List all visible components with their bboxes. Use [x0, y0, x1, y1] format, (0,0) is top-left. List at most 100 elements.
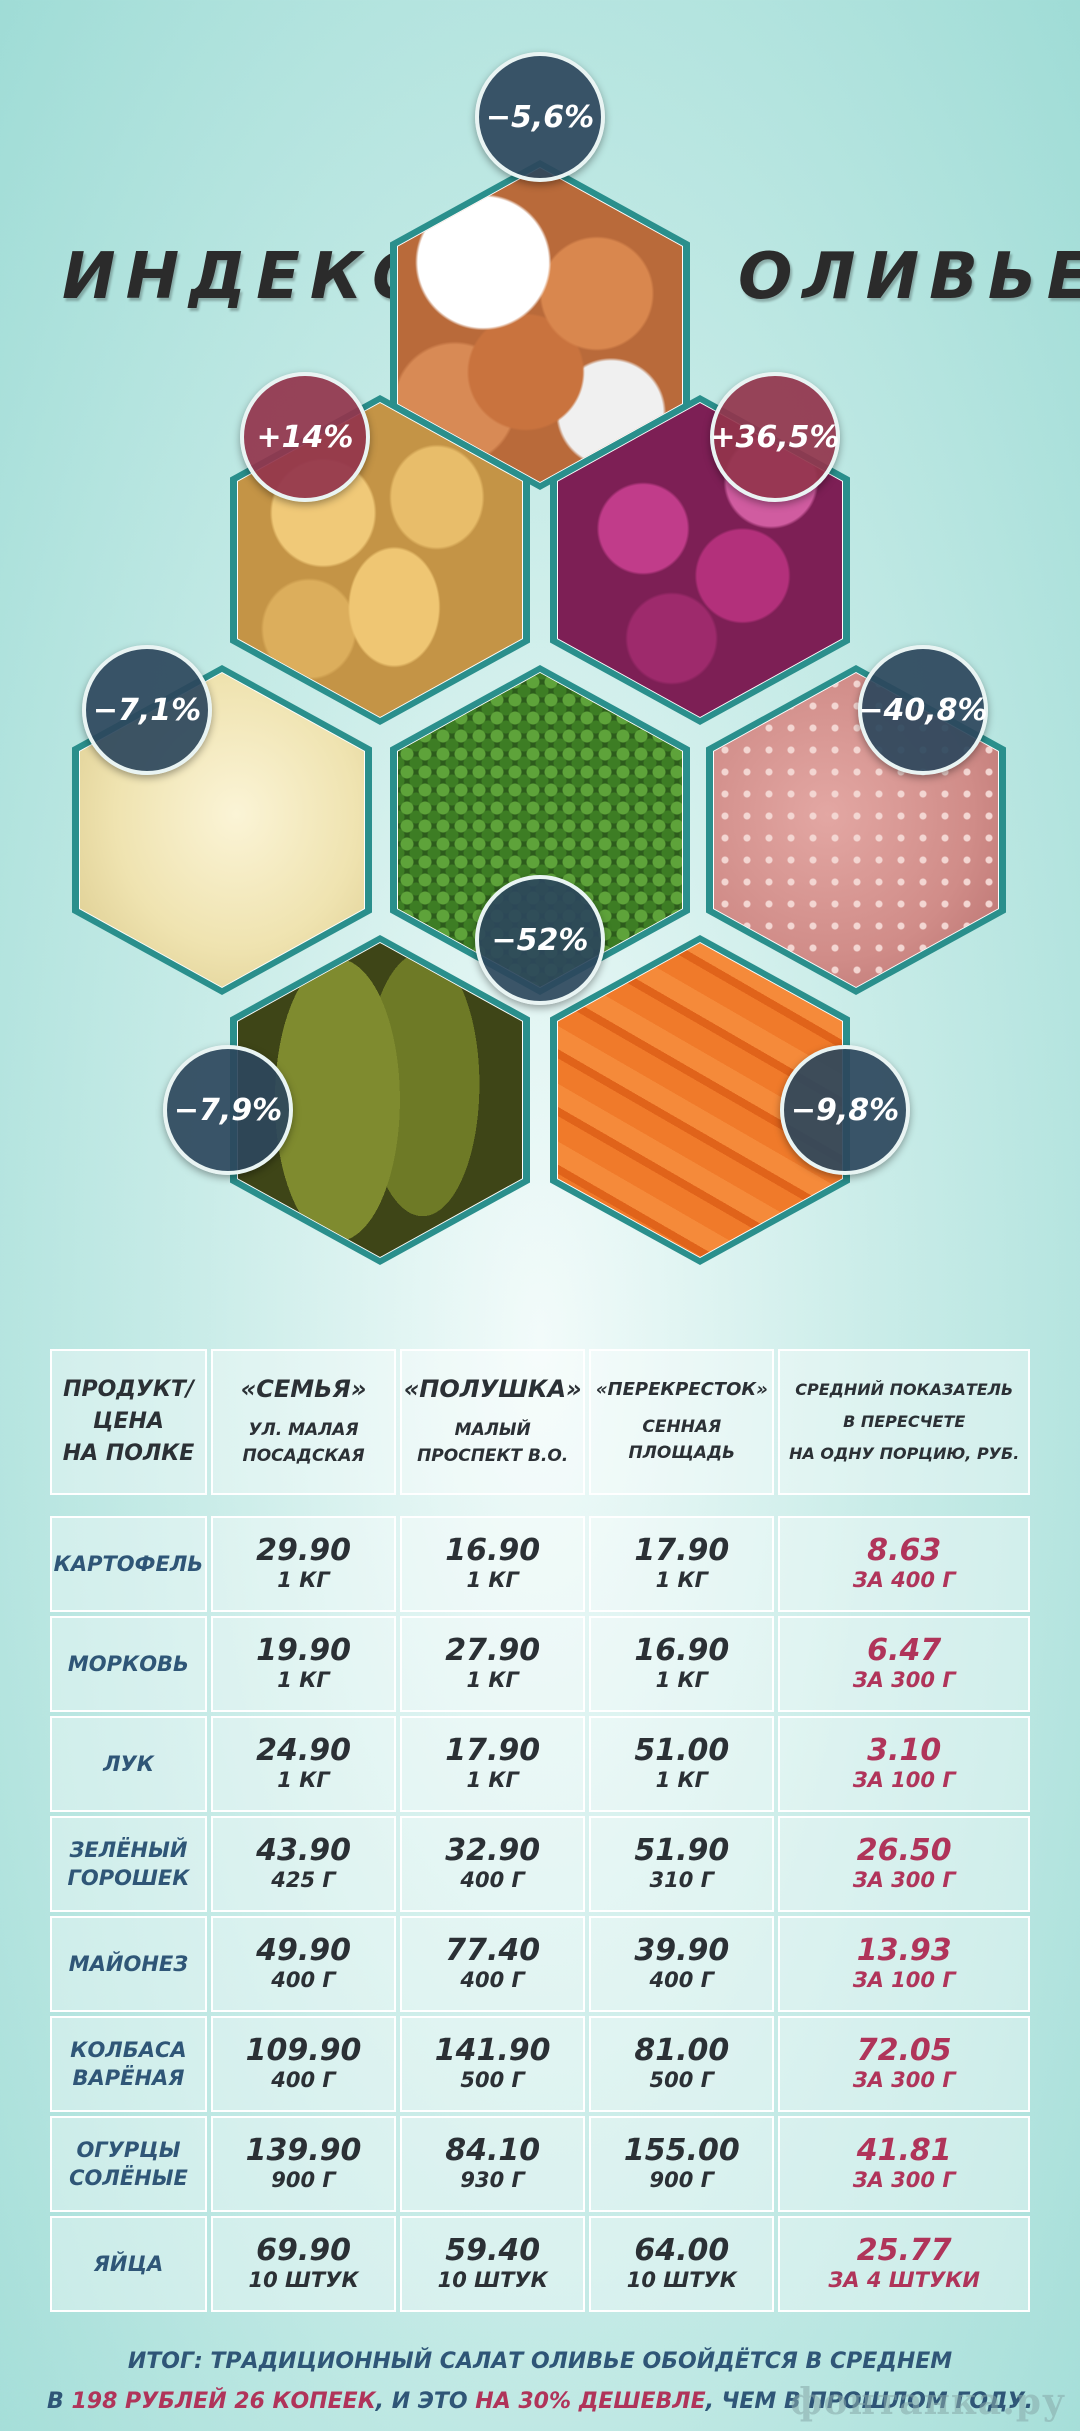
summary-line-2: В 198 РУБЛЕЙ 26 КОПЕЕК, И ЭТО НА 30% ДЕШ…	[0, 2382, 1080, 2422]
average-portion: ЗА 100 Г	[852, 1968, 956, 1992]
price-value: 24.90	[256, 1733, 351, 1768]
product-name-cell: ЛУК	[50, 1716, 207, 1812]
product-name: КОЛБАСА	[70, 2038, 187, 2062]
store-price-cell: 155.00 900 Г	[589, 2116, 775, 2212]
price-value: 81.00	[634, 2033, 730, 2068]
price-unit: 1 КГ	[655, 1568, 709, 1592]
average-price-cell: 25.77 ЗА 4 ШТУКИ	[778, 2216, 1030, 2312]
store-address: УЛ. МАЛАЯ	[248, 1420, 359, 1440]
price-value: 84.10	[445, 2133, 541, 2168]
average-price-cell: 72.05 ЗА 300 Г	[778, 2016, 1030, 2112]
average-portion: ЗА 100 Г	[852, 1768, 956, 1792]
price-unit: 1 КГ	[466, 1668, 519, 1692]
average-price-cell: 13.93 ЗА 100 Г	[778, 1916, 1030, 2012]
price-unit: 1 КГ	[277, 1768, 330, 1792]
store-price-cell: 16.90 1 КГ	[589, 1616, 775, 1712]
summary: ИТОГ: ТРАДИЦИОННЫЙ САЛАТ ОЛИВЬЕ ОБОЙДЁТС…	[0, 2342, 1080, 2422]
price-unit: 1 КГ	[277, 1668, 330, 1692]
ingredient-hexes: −5,6% +14% +36,5% −7,1% −52% −40,8% −7,9…	[72, 52, 1006, 1265]
summary-middle: , И ЭТО	[375, 2389, 476, 2414]
average-value: 13.93	[856, 1933, 952, 1968]
average-portion: ЗА 300 Г	[852, 1668, 956, 1692]
price-table-body: КАРТОФЕЛЬ 29.90 1 КГ 16.90 1 КГ 17.90 1 КГ 8.63…	[46, 1512, 1034, 2316]
price-unit: 310 Г	[649, 1868, 715, 1892]
price-value: 141.90	[434, 2033, 551, 2068]
price-unit: 1 КГ	[655, 1768, 709, 1792]
store-price-cell: 59.40 10 ШТУК	[400, 2216, 586, 2312]
average-header-line: НА ОДНУ ПОРЦИЮ, РУБ.	[789, 1444, 1020, 1463]
header-store-perekrestok: «ПЕРЕКРЕСТОК» СЕННАЯ ПЛОЩАДЬ	[589, 1349, 775, 1495]
summary-amount: 198 РУБЛЕЙ 26 КОПЕЕК	[71, 2389, 376, 2414]
average-value: 26.50	[856, 1833, 952, 1868]
summary-suffix: , ЧЕМ В ПРОШЛОМ ГОДУ.	[705, 2389, 1033, 2414]
product-name: КАРТОФЕЛЬ	[53, 1552, 204, 1576]
title-left: ИНДЕКС	[62, 240, 430, 314]
table-row: ЯЙЦА 69.90 10 ШТУК 59.40 10 ШТУК 64.00 10 ШТУК…	[50, 2216, 1030, 2312]
store-price-cell: 49.90 400 Г	[210, 1916, 397, 2012]
product-name: ГОРОШЕК	[67, 1866, 190, 1890]
table-row: КАРТОФЕЛЬ 29.90 1 КГ 16.90 1 КГ 17.90 1 КГ 8.63…	[50, 1516, 1030, 1612]
price-table-header: ПРОДУКТ/ ЦЕНА НА ПОЛКЕ «СЕМЬЯ» УЛ. МАЛАЯ…	[46, 1345, 1034, 1499]
store-price-cell: 139.90 900 Г	[210, 2116, 397, 2212]
header-product-line: ПРОДУКТ/	[63, 1377, 194, 1402]
average-price-cell: 26.50 ЗА 300 Г	[778, 1816, 1030, 1912]
store-price-cell: 64.00 10 ШТУК	[589, 2216, 775, 2312]
store-address: ПРОСПЕКТ В.О.	[417, 1446, 569, 1466]
badge-carrots: −9,8%	[780, 1045, 910, 1175]
store-price-cell: 32.90 400 Г	[400, 1816, 586, 1912]
product-name: ЗЕЛЁНЫЙ	[69, 1838, 188, 1862]
product-name-cell: ЗЕЛЁНЫЙ ГОРОШЕК	[50, 1816, 207, 1912]
price-value: 17.90	[445, 1733, 541, 1768]
product-name: МАЙОНЕЗ	[68, 1952, 189, 1976]
store-address: СЕННАЯ ПЛОЩАДЬ	[628, 1416, 736, 1463]
summary-line-1: ИТОГ: ТРАДИЦИОННЫЙ САЛАТ ОЛИВЬЕ ОБОЙДЁТС…	[127, 2349, 953, 2374]
price-value: 155.00	[623, 2133, 740, 2168]
product-name-cell: МАЙОНЕЗ	[50, 1916, 207, 2012]
product-name: МОРКОВЬ	[67, 1652, 190, 1676]
price-unit: 400 Г	[649, 1968, 715, 1992]
store-price-cell: 51.00 1 КГ	[589, 1716, 775, 1812]
price-value: 32.90	[445, 1833, 541, 1868]
price-unit: 1 КГ	[655, 1668, 709, 1692]
store-price-cell: 51.90 310 Г	[589, 1816, 775, 1912]
price-value: 17.90	[634, 1533, 730, 1568]
title-right: ОЛИВЬЕ	[738, 240, 1080, 314]
price-value: 77.40	[445, 1933, 541, 1968]
price-value: 64.00	[634, 2233, 730, 2268]
product-name-cell: МОРКОВЬ	[50, 1616, 207, 1712]
store-price-cell: 16.90 1 КГ	[400, 1516, 586, 1612]
product-name: ВАРЁНАЯ	[72, 2066, 185, 2090]
store-price-cell: 84.10 930 Г	[400, 2116, 586, 2212]
store-price-cell: 69.90 10 ШТУК	[210, 2216, 397, 2312]
average-header-line: В ПЕРЕСЧЕТЕ	[843, 1412, 966, 1431]
price-value: 49.90	[256, 1933, 351, 1968]
average-portion: ЗА 300 Г	[852, 2168, 956, 2192]
header-product: ПРОДУКТ/ ЦЕНА НА ПОЛКЕ	[50, 1349, 207, 1495]
table-row: КОЛБАСА ВАРЁНАЯ 109.90 400 Г 141.90 500 Г 81.0…	[50, 2016, 1030, 2112]
price-value: 19.90	[256, 1633, 351, 1668]
hex-carrots	[550, 935, 850, 1265]
average-value: 6.47	[867, 1633, 942, 1668]
badge-sausage: −40,8%	[858, 645, 988, 775]
price-unit: 425 Г	[271, 1868, 336, 1892]
average-portion: ЗА 300 Г	[852, 2068, 956, 2092]
store-price-cell: 109.90 400 Г	[210, 2016, 397, 2112]
price-value: 51.90	[634, 1833, 730, 1868]
table-row: ОГУРЦЫ СОЛЁНЫЕ 139.90 900 Г 84.10 930 Г 155.00…	[50, 2116, 1030, 2212]
store-price-cell: 27.90 1 КГ	[400, 1616, 586, 1712]
price-value: 16.90	[634, 1633, 730, 1668]
store-price-cell: 17.90 1 КГ	[589, 1516, 775, 1612]
price-unit: 1 КГ	[466, 1568, 519, 1592]
average-value: 41.81	[856, 2133, 952, 2168]
average-portion: ЗА 400 Г	[852, 1568, 956, 1592]
hex-peas	[390, 665, 690, 995]
price-value: 139.90	[245, 2133, 362, 2168]
price-unit: 400 Г	[460, 1968, 525, 1992]
badge-potatoes: +14%	[240, 372, 370, 502]
product-name: ЛУК	[103, 1752, 154, 1776]
average-value: 72.05	[856, 2033, 952, 2068]
average-price-cell: 6.47 ЗА 300 Г	[778, 1616, 1030, 1712]
badge-mayonnaise: −7,1%	[82, 645, 212, 775]
product-name: ЯЙЦА	[93, 2252, 164, 2276]
store-name: «ПОЛУШКА»	[403, 1375, 582, 1403]
